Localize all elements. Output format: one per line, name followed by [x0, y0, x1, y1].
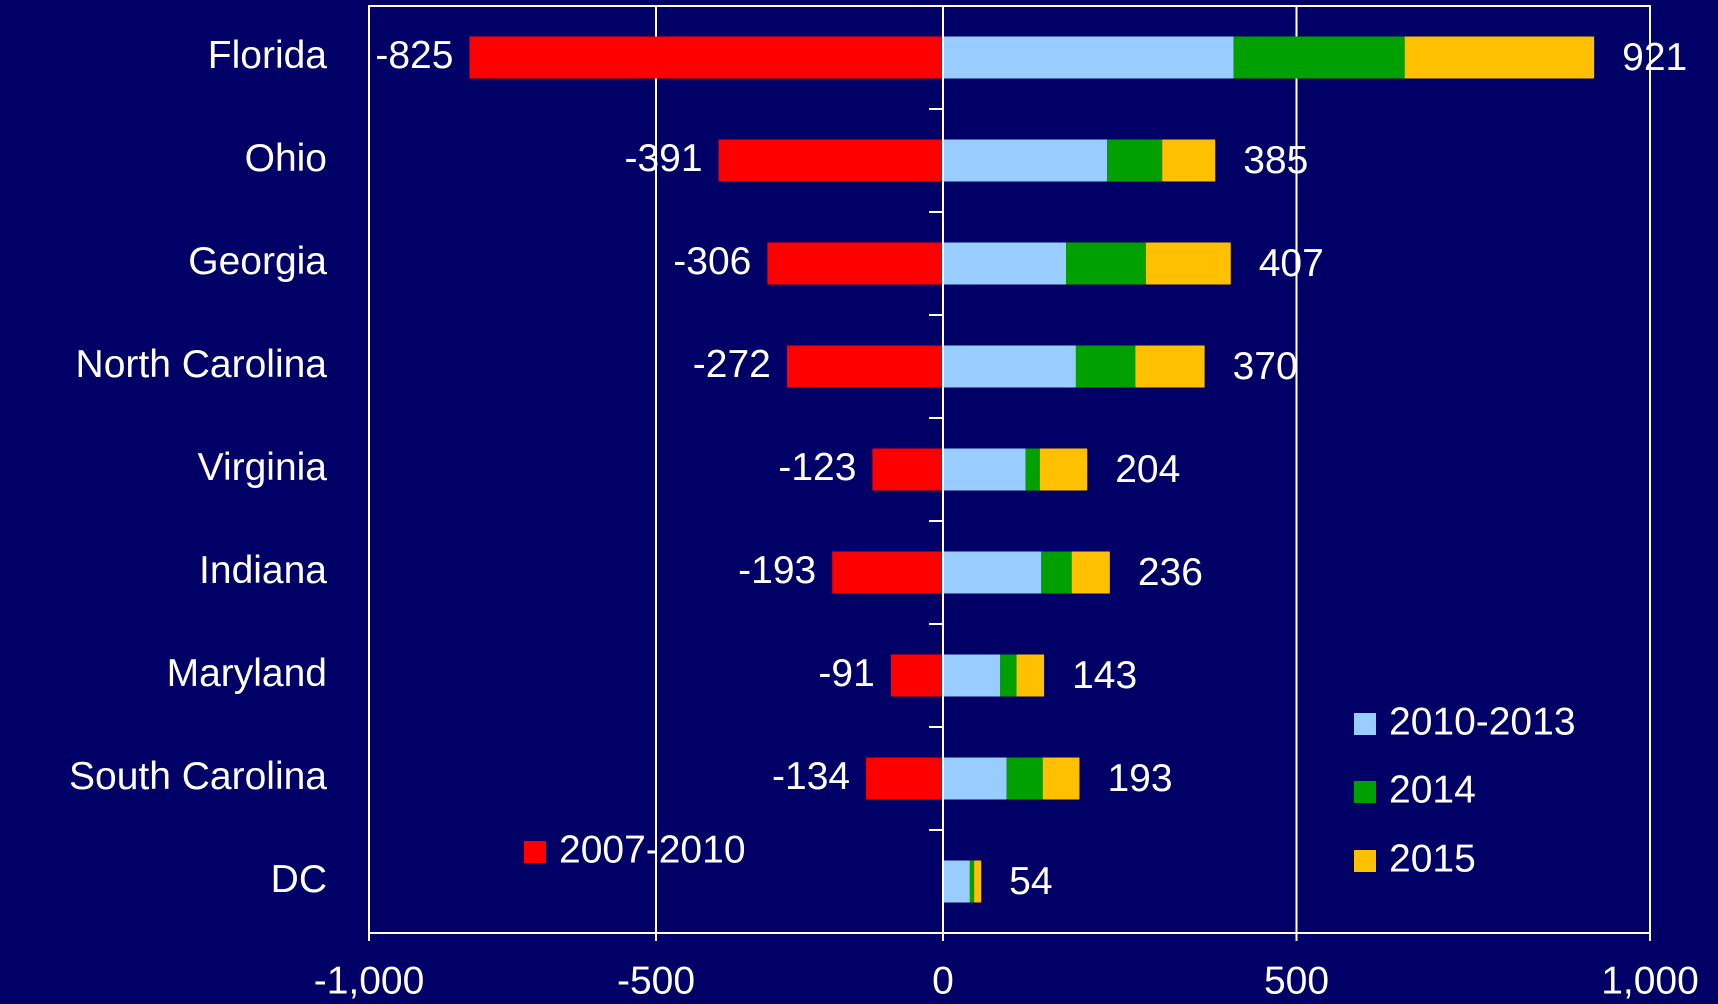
legend-swatch: [1354, 713, 1376, 735]
legend-label: 2007-2010: [559, 828, 746, 871]
legend-swatch: [1354, 781, 1376, 803]
total-label: 143: [1072, 654, 1137, 697]
bar: [832, 551, 943, 594]
value-label: -134: [772, 755, 850, 798]
x-tick-label: 1,000: [1601, 959, 1699, 1002]
y-tick-label: South Carolina: [69, 755, 327, 798]
total-label: 407: [1259, 242, 1324, 285]
y-tick-label: Georgia: [188, 240, 327, 283]
value-label: -193: [738, 549, 816, 592]
value-label: -306: [673, 240, 751, 283]
bar: [1025, 448, 1040, 491]
bar: [1066, 242, 1146, 285]
bar: [1042, 757, 1080, 800]
bar: [1162, 139, 1216, 182]
total-label: 370: [1233, 345, 1298, 388]
legend-label: 2014: [1389, 768, 1476, 811]
bar: [469, 36, 943, 79]
value-label: -272: [693, 343, 771, 386]
total-label: 385: [1243, 139, 1308, 182]
bar: [786, 345, 943, 388]
bar: [943, 654, 1001, 697]
bar: [1145, 242, 1231, 285]
bar: [943, 242, 1067, 285]
total-label: 236: [1138, 551, 1203, 594]
bar: [1404, 36, 1595, 79]
plot-frame: [368, 5, 1651, 934]
y-tick-label: Virginia: [198, 446, 328, 489]
legend-swatch: [524, 841, 546, 863]
bar: [866, 757, 943, 800]
value-label: -391: [625, 137, 703, 180]
bar: [1135, 345, 1205, 388]
bar: [1075, 345, 1136, 388]
bar: [943, 345, 1076, 388]
bar: [767, 242, 943, 285]
legend-swatch: [1354, 850, 1376, 872]
legend-label: 2015: [1389, 837, 1476, 880]
total-label: 193: [1107, 757, 1172, 800]
x-tick-label: -500: [617, 959, 695, 1002]
value-label: -123: [778, 446, 856, 489]
legend-label: 2010-2013: [1389, 700, 1576, 743]
bar: [1071, 551, 1110, 594]
value-label: -825: [375, 34, 453, 77]
total-label: 921: [1622, 36, 1687, 79]
bar: [872, 448, 943, 491]
total-label: 54: [1009, 860, 1052, 903]
bar: [1107, 139, 1163, 182]
bar: [943, 139, 1108, 182]
bar: [1016, 654, 1045, 697]
bar: [943, 860, 970, 903]
total-label: 204: [1115, 448, 1180, 491]
bar: [943, 448, 1026, 491]
x-tick-label: 500: [1264, 959, 1329, 1002]
y-tick-label: North Carolina: [76, 343, 328, 386]
y-tick-label: Indiana: [199, 549, 327, 592]
bar: [974, 860, 982, 903]
bar: [1039, 448, 1088, 491]
y-tick-label: DC: [271, 858, 327, 901]
x-tick-label: 0: [932, 959, 954, 1002]
value-label: -91: [818, 652, 874, 695]
bar: [943, 757, 1007, 800]
bar: [1006, 757, 1043, 800]
bar: [890, 654, 943, 697]
bar: [1233, 36, 1405, 79]
y-tick-label: Ohio: [245, 137, 327, 180]
bar: [1041, 551, 1072, 594]
bar: [943, 551, 1042, 594]
y-tick-label: Florida: [208, 34, 328, 77]
x-tick-label: -1,000: [314, 959, 425, 1002]
bar: [718, 139, 943, 182]
bar: [943, 36, 1234, 79]
bar: [969, 860, 975, 903]
y-tick-label: Maryland: [167, 652, 327, 695]
bar: [1000, 654, 1017, 697]
